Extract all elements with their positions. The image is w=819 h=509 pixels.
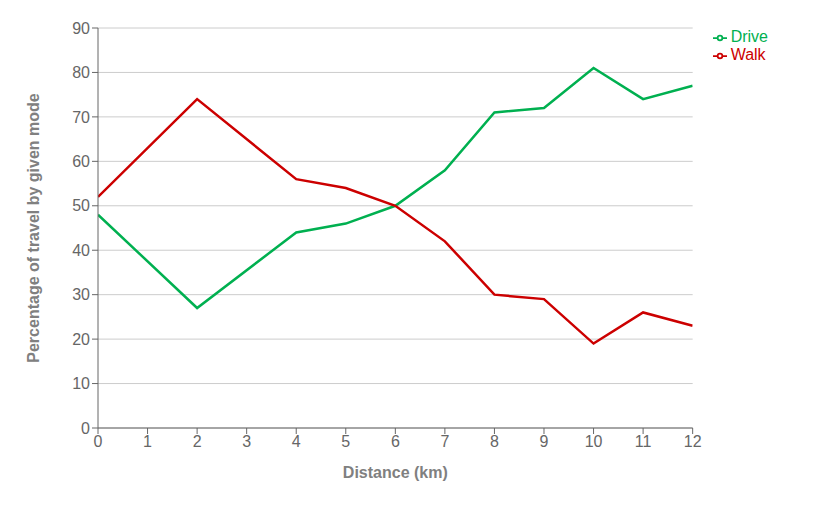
- svg-text:5: 5: [341, 433, 350, 450]
- svg-text:40: 40: [72, 242, 90, 259]
- svg-text:3: 3: [242, 433, 251, 450]
- svg-text:7: 7: [440, 433, 449, 450]
- svg-text:10: 10: [585, 433, 603, 450]
- svg-text:90: 90: [72, 20, 90, 37]
- html-text:Walk: Walk: [730, 46, 766, 63]
- svg-text:1: 1: [143, 433, 152, 450]
- svg-text:11: 11: [635, 433, 652, 450]
- svg-text:2: 2: [193, 433, 202, 450]
- svg-text:80: 80: [72, 64, 90, 81]
- svg-text:12: 12: [684, 433, 702, 450]
- svg-text:9: 9: [540, 433, 549, 450]
- svg-text:Percentage of travel by given: Percentage of travel by given mode: [25, 93, 42, 363]
- svg-text:8: 8: [490, 433, 499, 450]
- svg-text:0: 0: [94, 433, 103, 450]
- svg-text:60: 60: [72, 153, 90, 170]
- svg-text:10: 10: [72, 375, 90, 392]
- svg-text:50: 50: [72, 197, 90, 214]
- svg-text:0: 0: [81, 420, 90, 437]
- svg-text:Distance (km): Distance (km): [343, 464, 448, 481]
- svg-text:70: 70: [72, 109, 90, 126]
- svg-text:6: 6: [391, 433, 400, 450]
- svg-text:4: 4: [292, 433, 301, 450]
- html-text:Drive: Drive: [730, 28, 768, 45]
- svg-text:20: 20: [72, 331, 90, 348]
- svg-text:30: 30: [72, 286, 90, 303]
